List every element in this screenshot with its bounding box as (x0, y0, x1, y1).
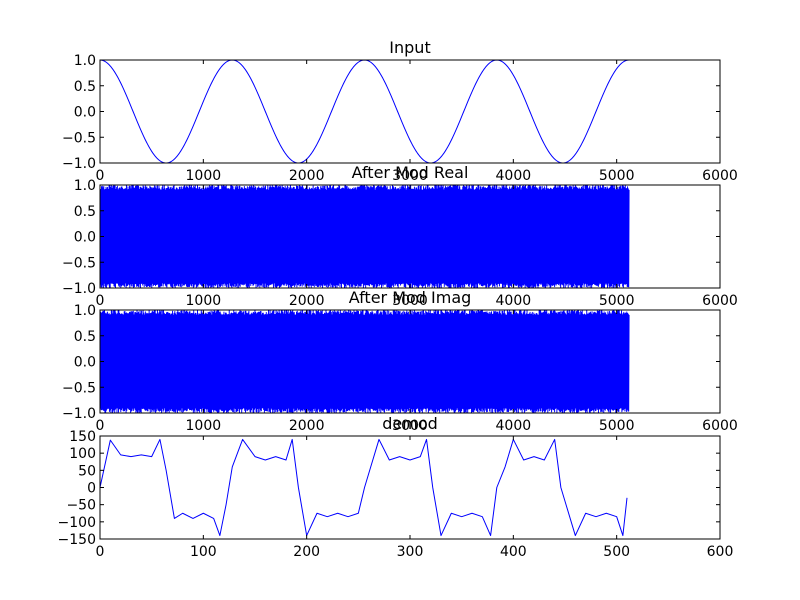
y-tick-label: −0.5 (62, 255, 96, 271)
y-tick-label: 0 (87, 481, 96, 497)
y-tick-label: 0.5 (74, 329, 96, 345)
y-tick-label: −50 (66, 498, 96, 514)
x-tick-label: 5000 (599, 293, 635, 309)
y-tick-label: −0.5 (62, 130, 96, 146)
axes-frame-4 (99, 435, 721, 540)
x-tick-label: 4000 (496, 293, 532, 309)
x-tick-label: 3000 (392, 293, 428, 309)
x-tick-label: 1000 (186, 293, 222, 309)
y-tick-label: 1.0 (74, 53, 96, 69)
x-tick-label: 6000 (702, 168, 738, 184)
x-tick-label: 2000 (289, 418, 325, 434)
x-tick-label: 4000 (496, 418, 532, 434)
chart-title: demod (382, 414, 438, 433)
x-tick-label: 500 (603, 544, 630, 560)
y-tick-label: 50 (78, 463, 96, 479)
x-tick-label: 4000 (496, 168, 532, 184)
y-tick-label: 0.5 (74, 204, 96, 220)
y-tick-label: 0.0 (74, 105, 96, 121)
x-tick-label: 0 (96, 293, 105, 309)
y-tick-label: 1.0 (74, 303, 96, 319)
x-tick-label: 100 (190, 544, 217, 560)
x-tick-label: 300 (397, 544, 424, 560)
subplot-3: 0 1000 2000 3000 4000 5000 6000 −1.0 −0.5 0.0 0.5 1… (62, 288, 738, 434)
x-tick-label: 3000 (392, 168, 428, 184)
subplot-2: 0 1000 2000 3000 4000 5000 6000 −1.0 −0.5 0.0 0.5 1… (62, 163, 738, 309)
x-tick-label: 2000 (289, 168, 325, 184)
series-line-2-1 (99, 184, 630, 289)
subplot-1: 0 1000 2000 3000 4000 5000 6000 −1.0 −0.5 0.0 0.5 1… (62, 38, 738, 184)
chart-title: After Mod Real (352, 163, 469, 182)
x-tick-label: 200 (293, 544, 320, 560)
y-tick-label: 0.0 (74, 230, 96, 246)
y-tick-label: −1.0 (62, 406, 96, 422)
y-tick-label: 0.5 (74, 79, 96, 95)
x-tick-label: 5000 (599, 168, 635, 184)
x-tick-label: 1000 (186, 168, 222, 184)
chart-title: Input (389, 38, 430, 57)
chart-title: After Mod Imag (349, 288, 472, 307)
x-tick-label: 2000 (289, 293, 325, 309)
x-tick-label: 6000 (702, 418, 738, 434)
x-tick-label: 400 (500, 544, 527, 560)
x-tick-label: 0 (96, 544, 105, 560)
x-tick-label: 3000 (392, 418, 428, 434)
y-tick-label: 100 (69, 446, 96, 462)
y-tick-label: −1.0 (62, 281, 96, 297)
y-tick-label: 1.0 (74, 178, 96, 194)
y-tick-label: −0.5 (62, 380, 96, 396)
series-line-3-1 (99, 309, 630, 414)
series-line-1-1 (99, 59, 630, 164)
x-tick-label: 1000 (186, 418, 222, 434)
y-tick-label: 150 (69, 429, 96, 445)
subplot-4: 0 100 200 300 400 500 600−150−100−50050100150d… (58, 414, 734, 560)
x-tick-label: 6000 (702, 293, 738, 309)
x-tick-label: 0 (96, 168, 105, 184)
x-tick-label: 0 (96, 418, 105, 434)
series-line-4-1 (99, 438, 628, 537)
y-tick-label: 0.0 (74, 355, 96, 371)
y-tick-label: −150 (58, 532, 96, 548)
y-tick-label: −1.0 (62, 156, 96, 172)
axes-frame-1 (99, 59, 721, 164)
x-tick-label: 600 (707, 544, 734, 560)
y-tick-label: −100 (58, 515, 96, 531)
x-tick-label: 5000 (599, 418, 635, 434)
